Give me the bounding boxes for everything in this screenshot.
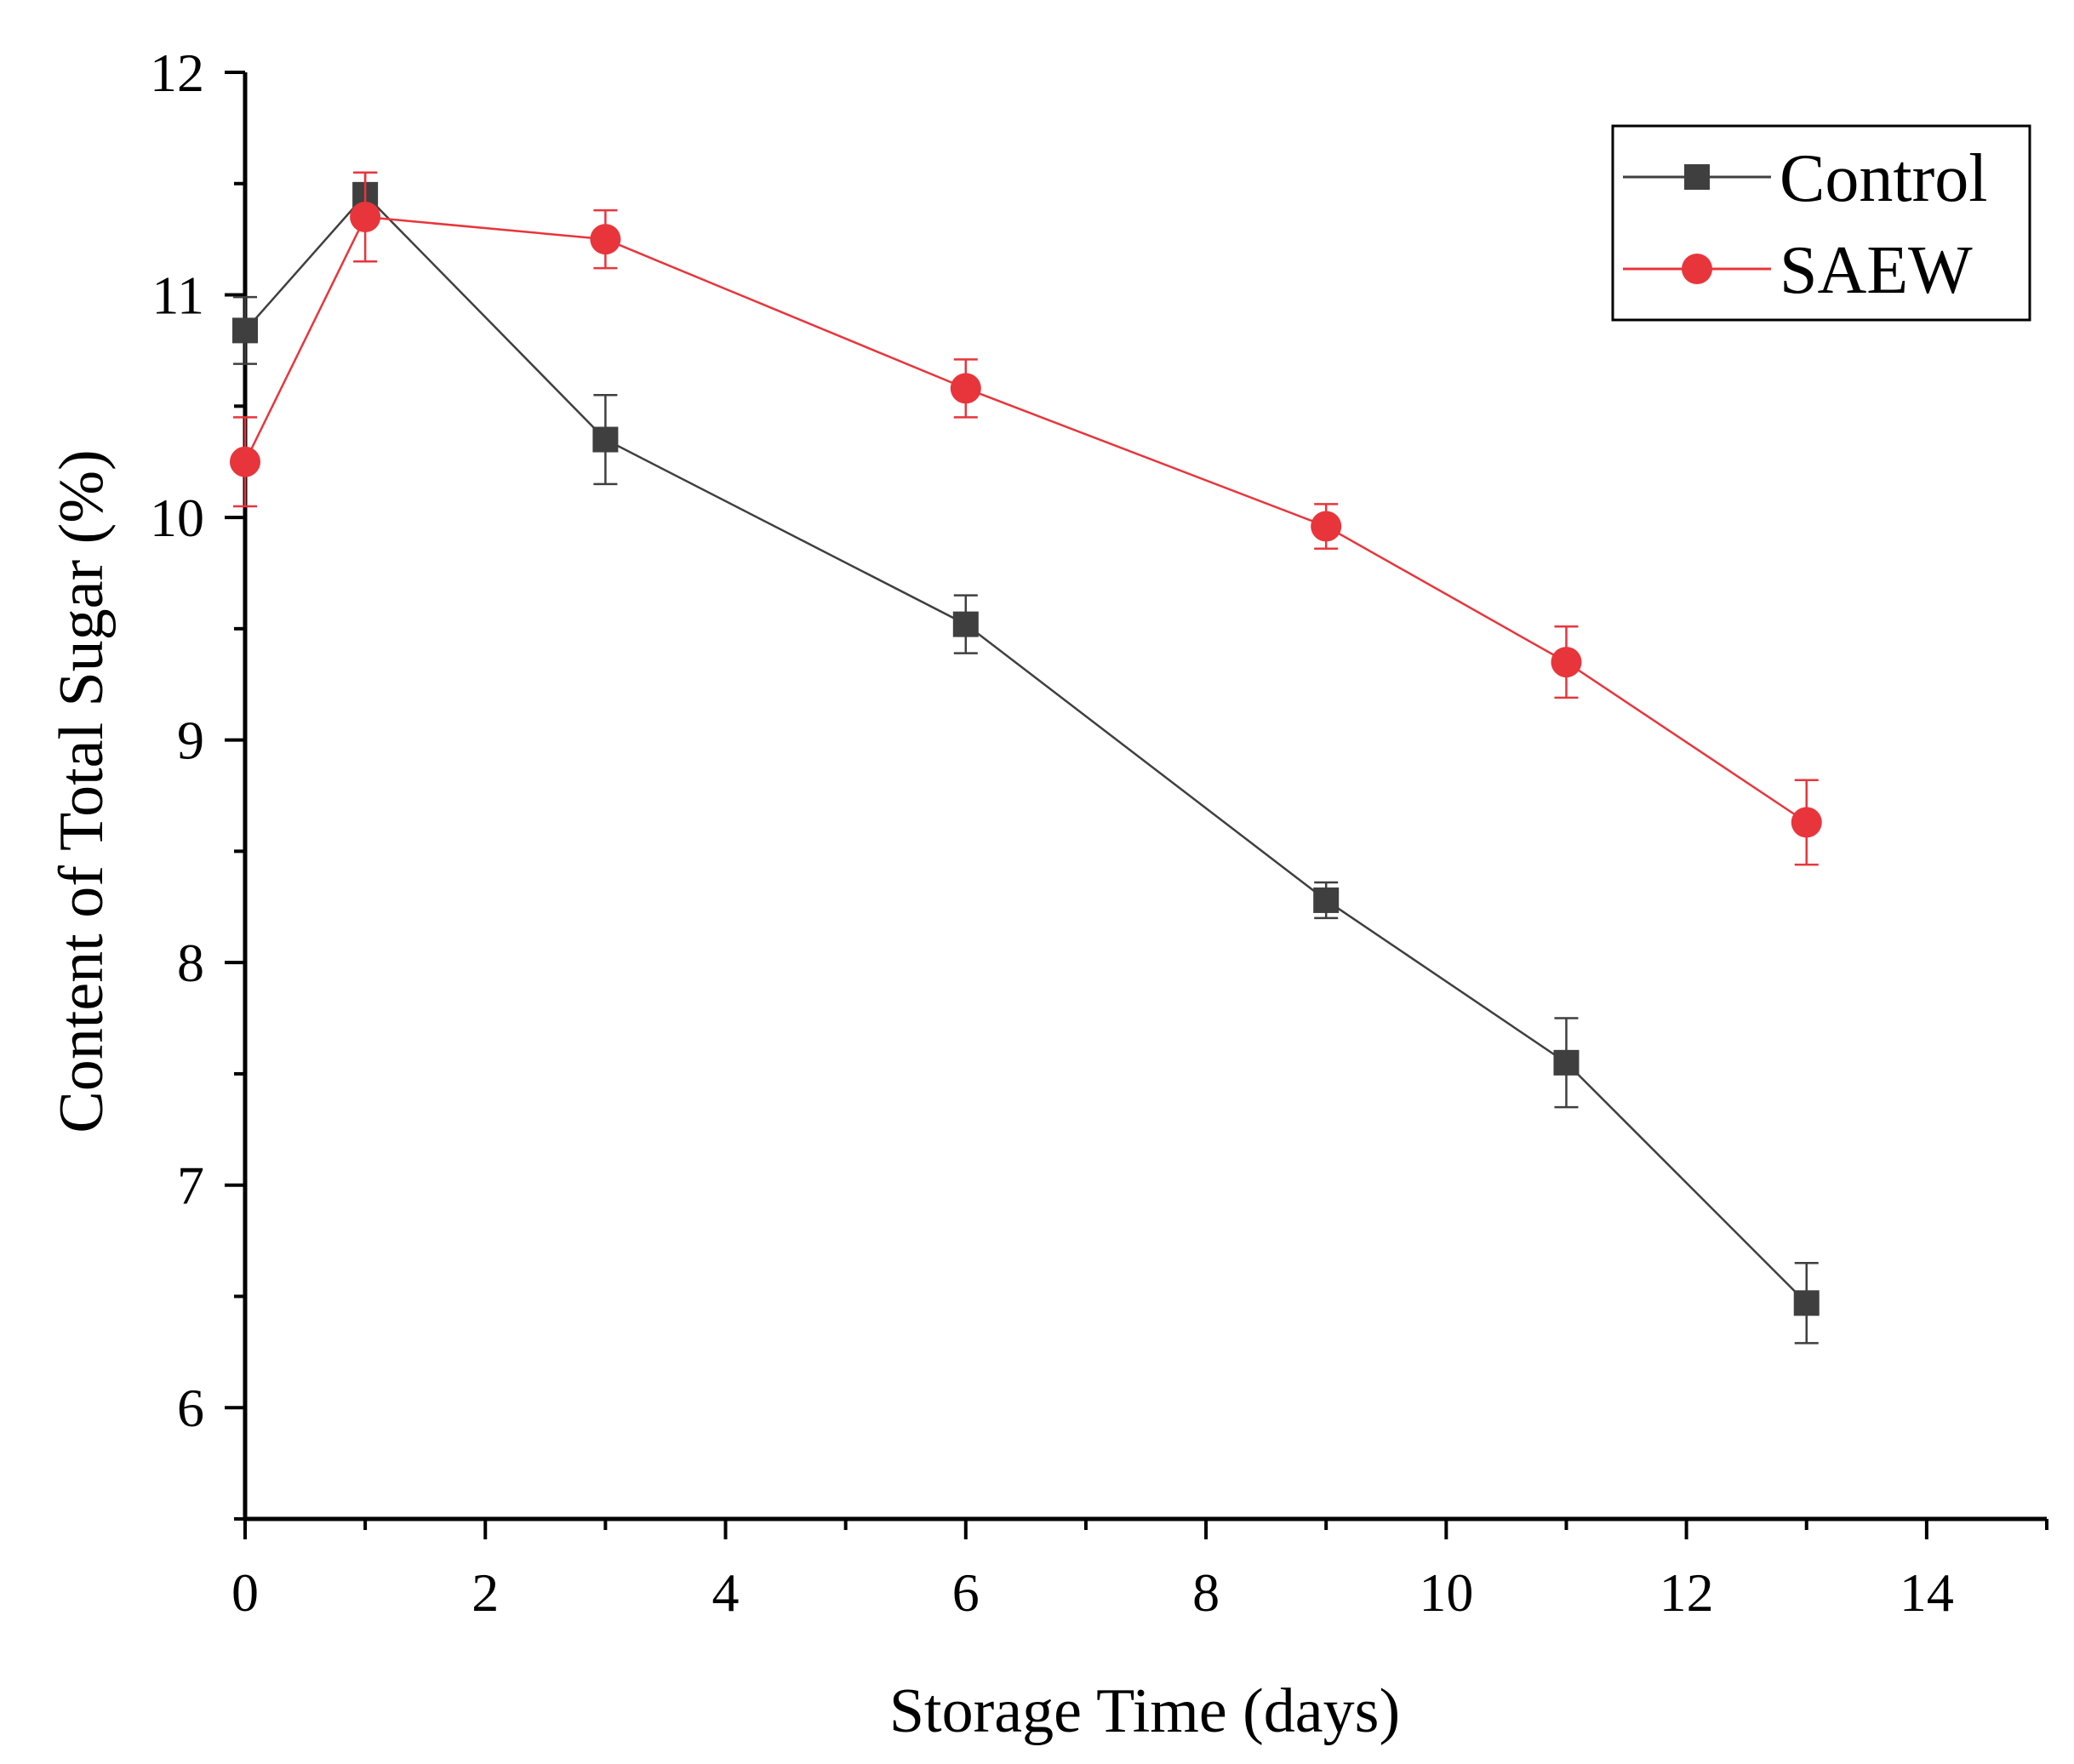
legend-marker-control bbox=[1684, 164, 1710, 190]
series-layer bbox=[230, 171, 1822, 1344]
data-point-saew bbox=[1311, 511, 1342, 542]
x-tick-label: 4 bbox=[712, 1562, 740, 1623]
data-point-saew bbox=[350, 202, 381, 232]
data-point-control bbox=[1553, 1049, 1580, 1076]
y-tick-label: 9 bbox=[177, 711, 204, 771]
y-tick-label: 10 bbox=[150, 488, 204, 548]
y-tick-label: 11 bbox=[151, 265, 204, 326]
y-tick-label: 6 bbox=[177, 1378, 204, 1438]
x-tick-label: 2 bbox=[471, 1562, 499, 1623]
x-tick-label: 10 bbox=[1419, 1562, 1473, 1623]
legend-item-saew: SAEW bbox=[1623, 233, 1973, 308]
data-point-control bbox=[1313, 887, 1340, 913]
legend-marker-saew bbox=[1682, 254, 1712, 284]
x-axis-title: Storage Time (days) bbox=[889, 1676, 1400, 1746]
legend: Control SAEW bbox=[1611, 124, 2031, 322]
axes: 0 2 4 6 8 10 12 14 6 7 8 9 10 11 12 bbox=[150, 43, 2048, 1623]
data-point-control bbox=[1793, 1290, 1820, 1316]
y-tick-label: 7 bbox=[177, 1156, 204, 1216]
x-tick-label: 0 bbox=[231, 1562, 259, 1623]
data-point-saew bbox=[1791, 807, 1822, 838]
legend-box bbox=[1611, 124, 2031, 322]
data-point-control bbox=[232, 317, 258, 344]
data-point-saew bbox=[1551, 647, 1582, 678]
legend-label-saew: SAEW bbox=[1780, 233, 1973, 308]
x-tick-label: 12 bbox=[1660, 1562, 1714, 1623]
data-point-control bbox=[952, 611, 979, 637]
y-axis-title: Content of Total Sugar (%) bbox=[47, 449, 117, 1133]
legend-label-control: Control bbox=[1780, 141, 1987, 216]
series-saew bbox=[230, 171, 1822, 866]
x-tick-label: 6 bbox=[952, 1562, 980, 1623]
legend-item-control: Control bbox=[1623, 141, 1987, 216]
y-tick-label: 12 bbox=[150, 43, 204, 103]
data-point-saew bbox=[230, 446, 260, 477]
data-point-saew bbox=[590, 224, 621, 255]
x-tick-label: 14 bbox=[1900, 1562, 1954, 1623]
x-tick-label: 8 bbox=[1192, 1562, 1220, 1623]
data-point-control bbox=[592, 426, 619, 453]
y-tick-label: 8 bbox=[177, 933, 204, 993]
data-point-saew bbox=[950, 373, 981, 404]
